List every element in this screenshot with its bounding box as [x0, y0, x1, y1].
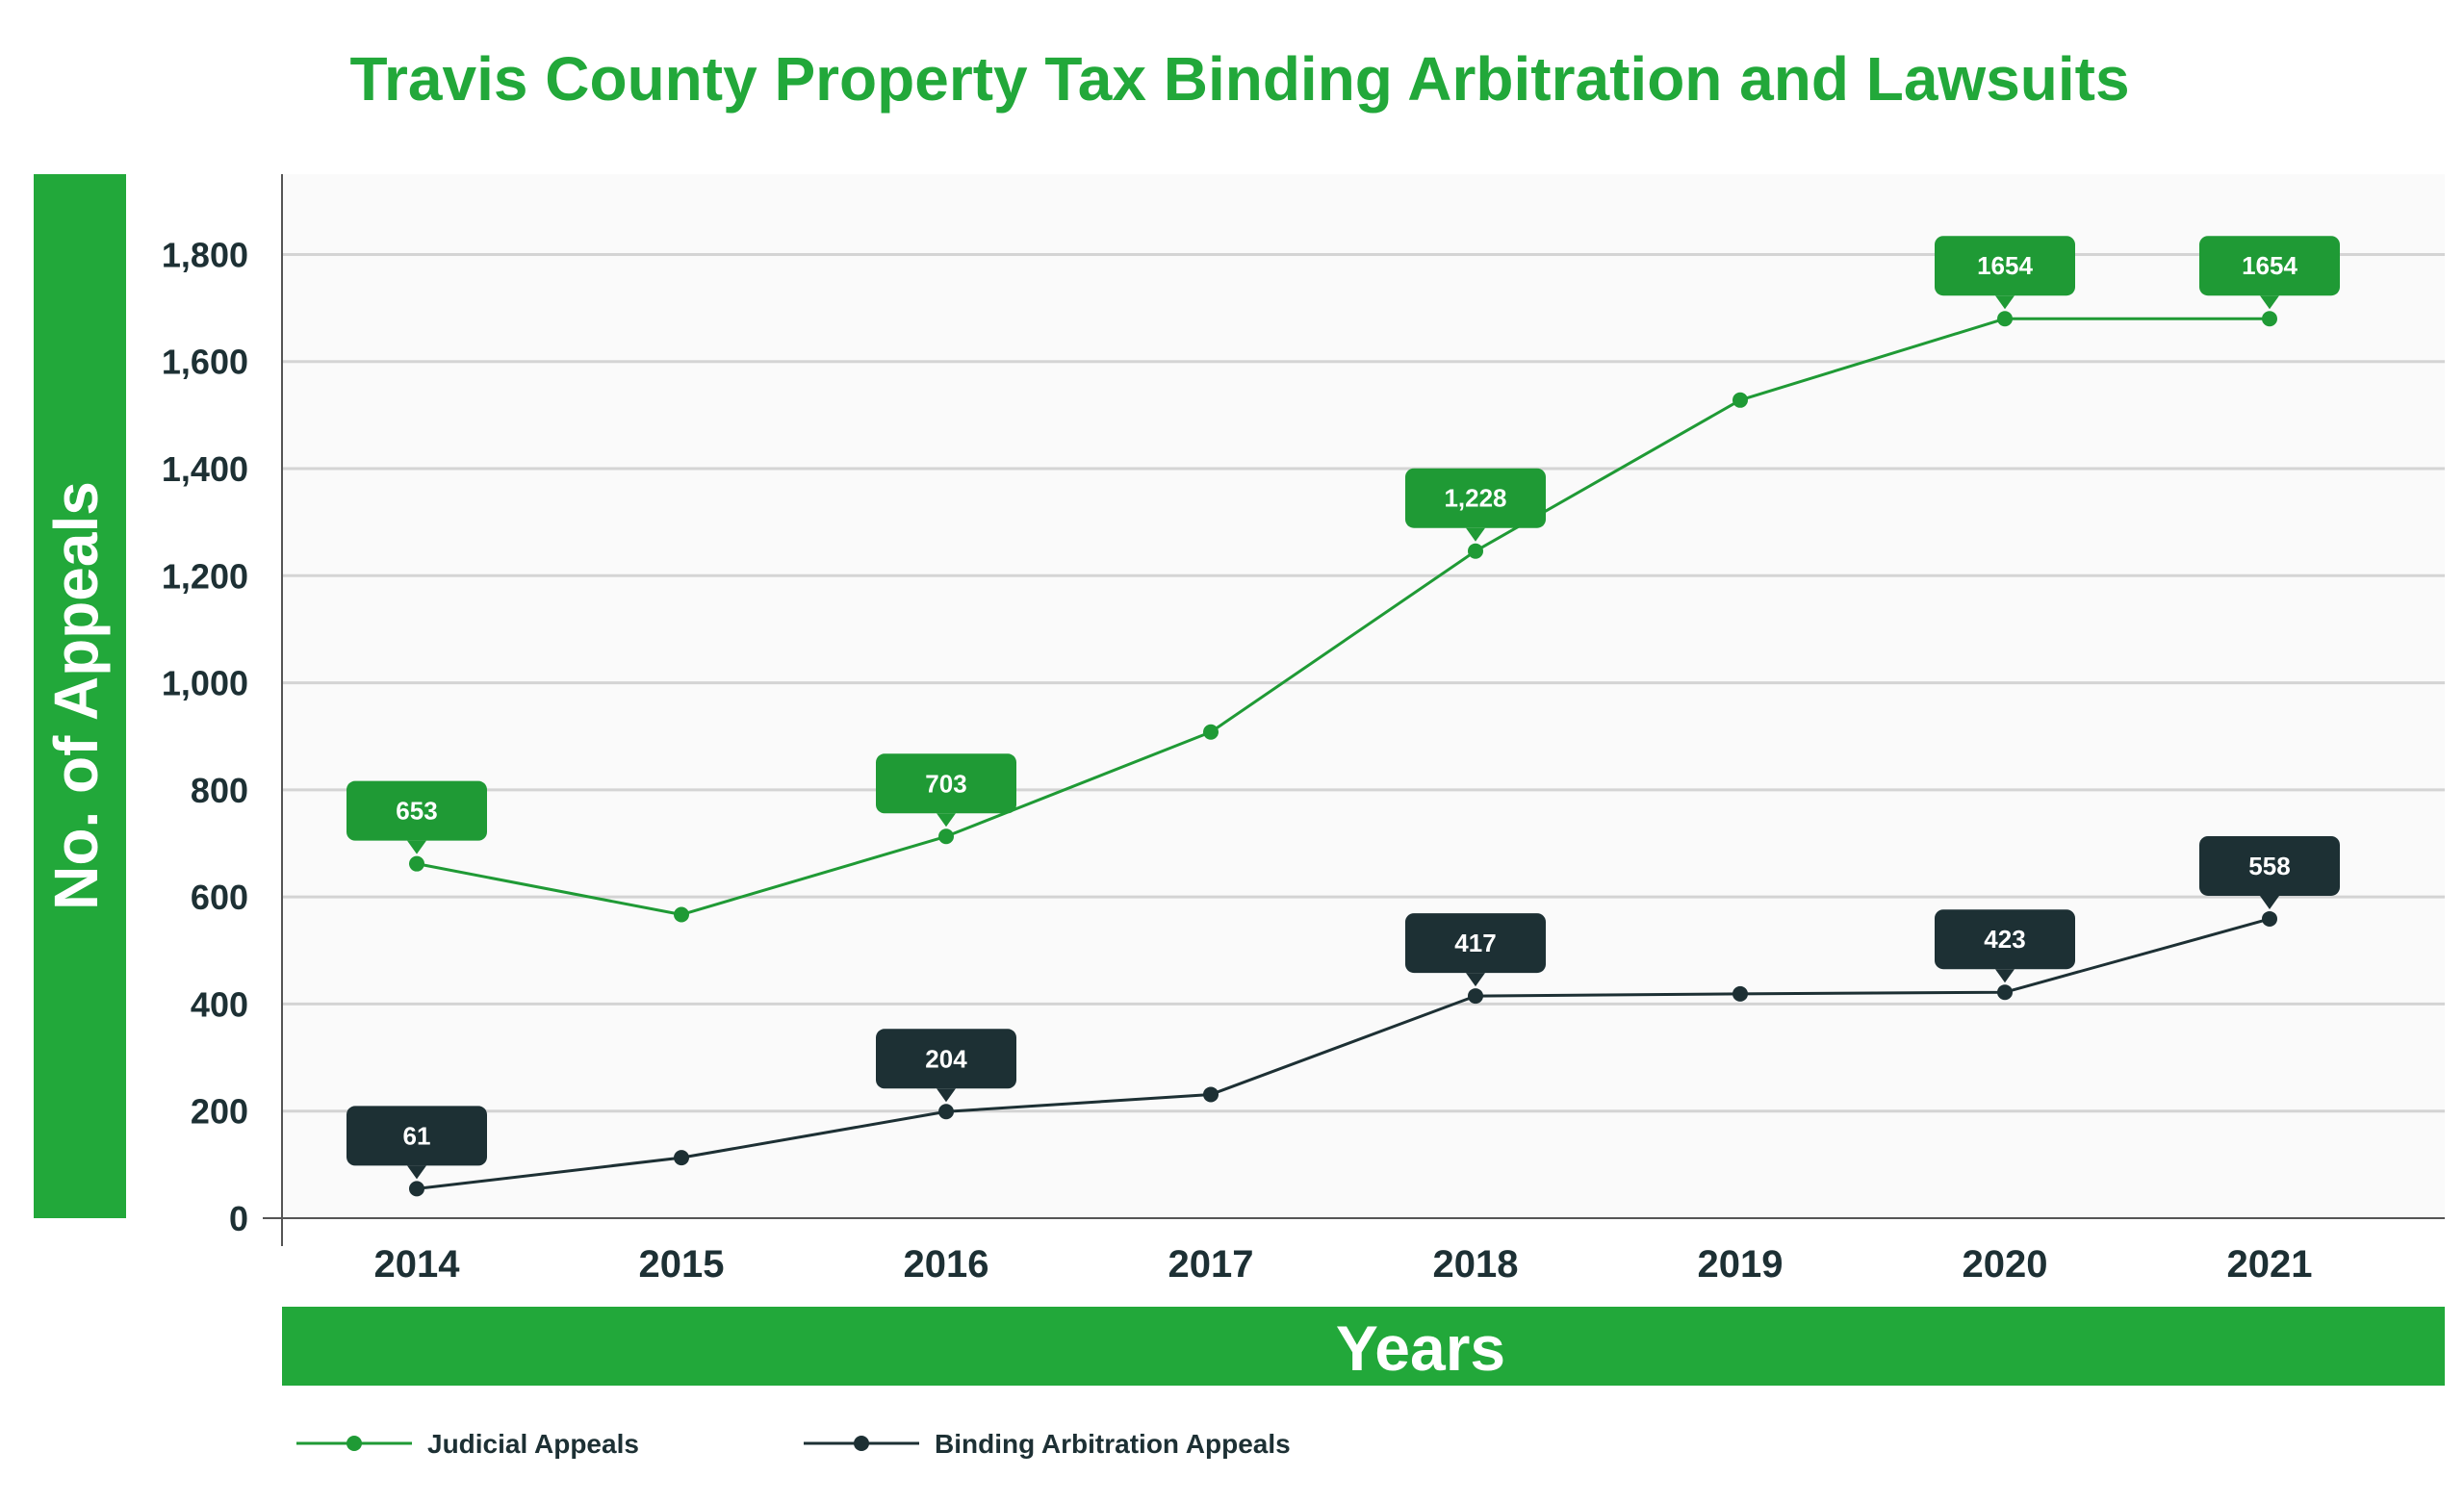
- x-tick-label-2015: 2015: [639, 1243, 725, 1286]
- data-point-binding-arbitration-appeals-2019: [1732, 985, 1748, 1002]
- series-layer: [409, 311, 2277, 1197]
- data-label-judicial-appeals-2016: 703: [876, 753, 1016, 828]
- data-label-text: 204: [925, 1044, 967, 1073]
- data-label-binding-arbitration-appeals-2016: 204: [876, 1029, 1016, 1103]
- data-label-box: [1935, 236, 2075, 296]
- data-label-box: [346, 780, 487, 841]
- gridlines: [282, 252, 2445, 1113]
- data-point-binding-arbitration-appeals-2015: [674, 1150, 689, 1166]
- y-tick-label-800: 800: [191, 771, 248, 810]
- chart-title: Travis County Property Tax Binding Arbit…: [349, 44, 2129, 114]
- data-label-text: 423: [1984, 925, 2025, 954]
- data-label-binding-arbitration-appeals-2018: 417: [1405, 913, 1546, 987]
- x-tick-label-2016: 2016: [904, 1243, 989, 1286]
- y-tick-label-0: 0: [229, 1199, 248, 1238]
- data-label-box: [346, 1106, 487, 1166]
- data-label-pointer: [1466, 527, 1485, 542]
- legend-marker-judicial-appeals: [346, 1436, 362, 1451]
- data-label-text: 1654: [2242, 251, 2297, 280]
- data-point-judicial-appeals-2016: [938, 828, 954, 845]
- data-point-judicial-appeals-2017: [1203, 724, 1219, 740]
- data-label-box: [876, 1029, 1016, 1089]
- data-label-text: 417: [1454, 929, 1496, 957]
- data-point-judicial-appeals-2014: [409, 855, 424, 872]
- data-point-binding-arbitration-appeals-2016: [938, 1104, 954, 1120]
- legend-marker-binding-arbitration-appeals: [854, 1436, 869, 1451]
- legend-label-binding-arbitration-appeals: Binding Arbitration Appeals: [935, 1429, 1291, 1459]
- y-tick-label-400: 400: [191, 984, 248, 1024]
- x-tick-labels: 2014 2015 2016 2017 2018 2019 2020 2021: [374, 1243, 2313, 1286]
- data-label-judicial-appeals-2020: 1654: [1935, 236, 2075, 310]
- data-point-judicial-appeals-2018: [1468, 543, 1483, 559]
- data-point-binding-arbitration-appeals-2020: [1997, 984, 2013, 1001]
- y-tick-label-200: 200: [191, 1092, 248, 1132]
- data-label-pointer: [937, 813, 956, 828]
- data-label-judicial-appeals-2018: 1,228: [1405, 468, 1546, 542]
- y-axis-label: No. of Appeals: [41, 481, 111, 910]
- data-label-box: [1405, 468, 1546, 528]
- data-label-pointer: [407, 840, 426, 854]
- y-tick-label-1000: 1,000: [162, 664, 248, 703]
- legend-item-binding-arbitration-appeals: Binding Arbitration Appeals: [804, 1429, 1291, 1459]
- data-label-pointer: [407, 1165, 426, 1180]
- legend-label-judicial-appeals: Judicial Appeals: [427, 1429, 639, 1459]
- data-label-pointer: [937, 1088, 956, 1103]
- data-point-judicial-appeals-2019: [1732, 392, 1748, 408]
- data-point-judicial-appeals-2021: [2262, 311, 2277, 327]
- data-label-text: 703: [925, 769, 966, 798]
- data-label-pointer: [1995, 295, 2015, 310]
- data-label-box: [2199, 835, 2340, 896]
- data-label-box: [876, 753, 1016, 814]
- data-point-binding-arbitration-appeals-2021: [2262, 910, 2277, 927]
- y-axis-label-band: [34, 174, 126, 1218]
- data-label-pointer: [2260, 895, 2279, 909]
- x-axis-label-band: [282, 1307, 2445, 1386]
- x-tick-label-2017: 2017: [1168, 1243, 1254, 1286]
- x-axis-label: Years: [1336, 1312, 1505, 1384]
- data-label-box: [1405, 913, 1546, 974]
- data-point-judicial-appeals-2020: [1997, 311, 2013, 327]
- y-tick-label-1600: 1,600: [162, 343, 248, 382]
- data-label-binding-arbitration-appeals-2020: 423: [1935, 909, 2075, 983]
- x-tick-label-2021: 2021: [2227, 1243, 2313, 1286]
- y-tick-label-1200: 1,200: [162, 556, 248, 596]
- y-tick-labels: 0 200 400 600 800 1,000 1,200 1,400 1,600 1,800: [162, 235, 248, 1238]
- data-label-binding-arbitration-appeals-2014: 61: [346, 1106, 487, 1180]
- x-tick-label-2014: 2014: [374, 1243, 461, 1286]
- data-label-binding-arbitration-appeals-2021: 558: [2199, 835, 2340, 909]
- data-label-judicial-appeals-2021: 1654: [2199, 236, 2340, 310]
- data-labels: 653 703 1,228 1654 1654 61 204 417 423 558: [346, 236, 2340, 1180]
- data-label-text: 1654: [1977, 251, 2033, 280]
- data-label-box: [2199, 236, 2340, 296]
- series-line-binding-arbitration-appeals: [416, 917, 2271, 1190]
- legend: Judicial Appeals Binding Arbitration App…: [296, 1429, 1291, 1459]
- y-tick-label-600: 600: [191, 878, 248, 917]
- data-label-pointer: [1995, 969, 2015, 983]
- data-point-judicial-appeals-2015: [674, 906, 689, 923]
- data-label-text: 653: [396, 797, 437, 826]
- plot-background: [282, 174, 2445, 1218]
- data-label-text: 1,228: [1444, 484, 1506, 513]
- data-label-text: 558: [2248, 852, 2290, 880]
- data-label-pointer: [2260, 295, 2279, 310]
- data-point-binding-arbitration-appeals-2018: [1468, 988, 1483, 1005]
- y-tick-label-1800: 1,800: [162, 235, 248, 274]
- x-tick-label-2019: 2019: [1698, 1243, 1784, 1286]
- data-point-binding-arbitration-appeals-2014: [409, 1181, 424, 1197]
- x-tick-label-2020: 2020: [1963, 1243, 2048, 1286]
- data-label-judicial-appeals-2014: 653: [346, 780, 487, 854]
- legend-item-judicial-appeals: Judicial Appeals: [296, 1429, 639, 1459]
- y-tick-label-1400: 1,400: [162, 449, 248, 489]
- series-line-judicial-appeals: [416, 317, 2270, 917]
- data-label-box: [1935, 909, 2075, 970]
- x-tick-label-2018: 2018: [1433, 1243, 1519, 1286]
- data-label-pointer: [1466, 973, 1485, 987]
- data-point-binding-arbitration-appeals-2017: [1203, 1086, 1219, 1103]
- data-label-text: 61: [403, 1121, 431, 1150]
